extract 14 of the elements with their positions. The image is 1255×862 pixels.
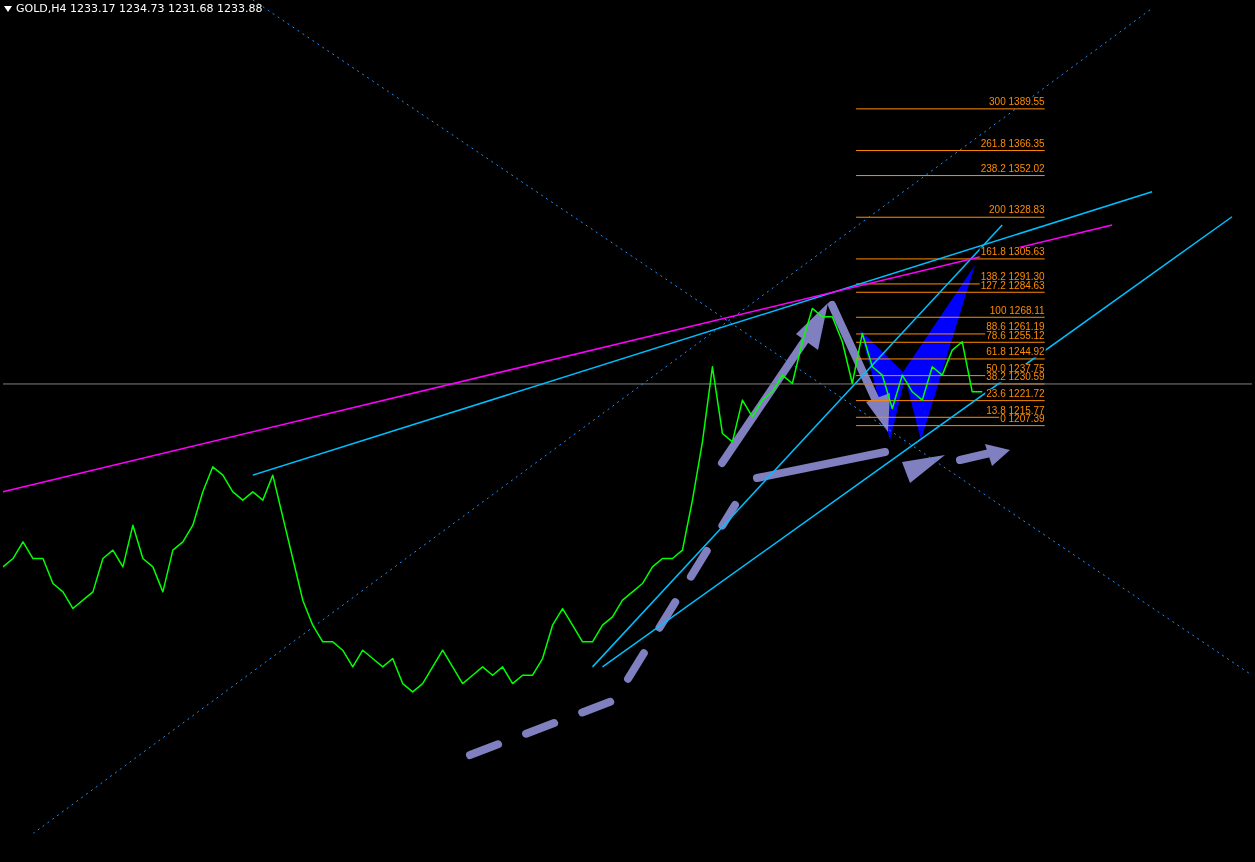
- annotation: 0 1207.39: [1000, 412, 1046, 424]
- annotation: 50.0 1237.75: [986, 362, 1046, 374]
- chart-title: GOLD,H4 1233.17 1234.73 1231.68 1233.88: [16, 2, 263, 15]
- annotation: 238.2 1352.02: [980, 162, 1046, 174]
- annotation: 23.6 1221.72: [986, 387, 1046, 399]
- annotation: 127.2 1284.63: [980, 279, 1046, 291]
- annotation: 61.8 1244.92: [986, 346, 1046, 358]
- annotation: 100 1268.11: [989, 304, 1046, 316]
- annotation: 161.8 1305.63: [980, 246, 1046, 258]
- annotation: 261.8 1366.35: [980, 137, 1046, 149]
- annotation: 300 1389.55: [989, 96, 1046, 108]
- annotation: 38.2 1230.59: [986, 371, 1046, 383]
- annotation: 200 1328.83: [989, 204, 1046, 216]
- annotation: 78.6 1255.12: [986, 329, 1046, 341]
